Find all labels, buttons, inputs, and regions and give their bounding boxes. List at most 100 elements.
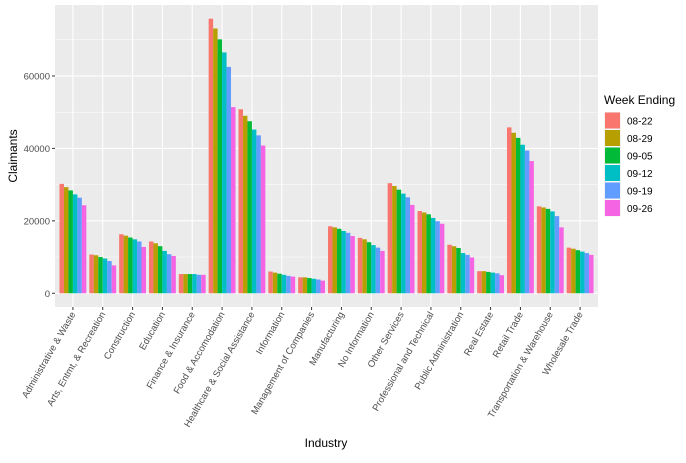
bar-09-19: [345, 232, 351, 294]
legend-label: 08-29: [627, 134, 653, 145]
bar-09-26: [559, 227, 564, 294]
x-tick-label: Real Estate: [462, 310, 496, 358]
bar-08-29: [481, 271, 487, 294]
legend-label: 09-05: [627, 152, 653, 163]
bar-08-22: [208, 18, 214, 294]
bar-08-22: [59, 183, 64, 294]
bar-09-05: [217, 39, 223, 294]
bar-09-12: [222, 52, 227, 294]
bar-08-22: [477, 271, 482, 294]
bar-09-26: [260, 145, 266, 294]
legend-swatch-09-12: [605, 165, 620, 181]
legend-swatch-08-22: [605, 112, 620, 129]
bar-08-22: [507, 127, 512, 294]
bar-09-12: [102, 258, 108, 294]
bar-09-12: [460, 253, 466, 294]
bar-09-05: [98, 257, 103, 294]
bar-09-26: [380, 250, 385, 294]
bar-09-26: [171, 255, 176, 294]
bar-09-12: [580, 251, 585, 294]
bar-09-12: [401, 193, 406, 294]
bar-09-26: [499, 275, 505, 294]
bar-09-26: [469, 257, 475, 294]
bar-09-19: [495, 273, 500, 294]
bar-08-29: [451, 246, 457, 294]
x-tick-label: Construction: [102, 310, 138, 362]
bar-08-22: [566, 247, 572, 294]
bar-09-19: [77, 197, 82, 294]
bar-09-19: [524, 150, 530, 294]
y-tick-label: 20000: [24, 216, 50, 227]
bar-09-05: [187, 274, 193, 294]
bar-08-22: [357, 237, 363, 294]
bar-09-19: [405, 197, 411, 294]
bar-08-29: [511, 132, 516, 294]
bar-08-22: [89, 254, 94, 294]
bar-09-26: [529, 161, 534, 294]
legend-label: 09-19: [627, 187, 653, 198]
y-tick-label: 60000: [24, 71, 50, 82]
bar-09-12: [311, 278, 317, 294]
bar-08-29: [93, 255, 99, 294]
bar-09-05: [307, 278, 312, 294]
x-tick-label: Information: [254, 310, 287, 357]
bar-09-05: [128, 237, 133, 294]
bar-09-12: [162, 250, 167, 294]
bar-09-26: [111, 265, 117, 294]
bar-09-26: [141, 246, 146, 294]
bar-09-05: [396, 189, 402, 294]
bar-09-26: [231, 107, 236, 294]
bar-09-05: [456, 247, 461, 294]
bar-08-22: [387, 183, 393, 294]
bar-09-12: [72, 194, 78, 294]
legend-label: 08-22: [627, 117, 653, 128]
bar-08-29: [302, 277, 308, 294]
bar-08-29: [123, 235, 129, 294]
bar-09-19: [137, 241, 142, 294]
bar-09-05: [545, 208, 551, 294]
bar-09-05: [157, 246, 163, 294]
bar-08-29: [153, 243, 158, 294]
bar-09-12: [132, 239, 138, 294]
bar-09-19: [554, 216, 560, 294]
bar-08-22: [238, 109, 243, 294]
bar-09-19: [316, 279, 321, 294]
bar-08-29: [332, 227, 337, 294]
bar-09-19: [465, 254, 470, 294]
bar-09-19: [256, 135, 261, 294]
bar-09-12: [371, 245, 376, 294]
bar-09-05: [515, 137, 521, 294]
bar-09-12: [430, 217, 436, 294]
legend-title: Week Ending: [604, 93, 675, 107]
bar-08-22: [268, 271, 273, 294]
bar-09-19: [226, 66, 232, 294]
bar-08-29: [272, 272, 278, 294]
bar-09-05: [366, 242, 372, 294]
bar-09-12: [550, 211, 555, 294]
bar-09-19: [584, 253, 590, 294]
bar-09-05: [575, 250, 581, 294]
bar-09-26: [201, 274, 206, 294]
bar-09-05: [426, 214, 431, 294]
bar-09-12: [490, 272, 496, 294]
bar-08-29: [571, 248, 576, 294]
bar-09-12: [281, 274, 287, 294]
bar-08-29: [242, 115, 248, 294]
x-tick-label: Management of Companies: [249, 310, 317, 417]
legend-swatch-09-26: [605, 200, 620, 216]
bar-09-26: [320, 280, 326, 294]
bar-08-29: [213, 28, 218, 294]
bar-09-26: [410, 204, 415, 294]
bar-08-22: [178, 274, 184, 294]
bar-08-29: [362, 239, 367, 294]
bar-09-26: [589, 254, 594, 294]
bar-09-05: [247, 121, 252, 294]
bar-09-05: [68, 190, 73, 294]
legend-swatch-09-05: [605, 147, 620, 164]
bar-09-19: [166, 254, 172, 294]
bar-09-12: [341, 230, 346, 294]
bar-09-26: [290, 276, 296, 294]
y-tick-label: 0: [45, 289, 50, 300]
bar-08-22: [298, 277, 303, 294]
